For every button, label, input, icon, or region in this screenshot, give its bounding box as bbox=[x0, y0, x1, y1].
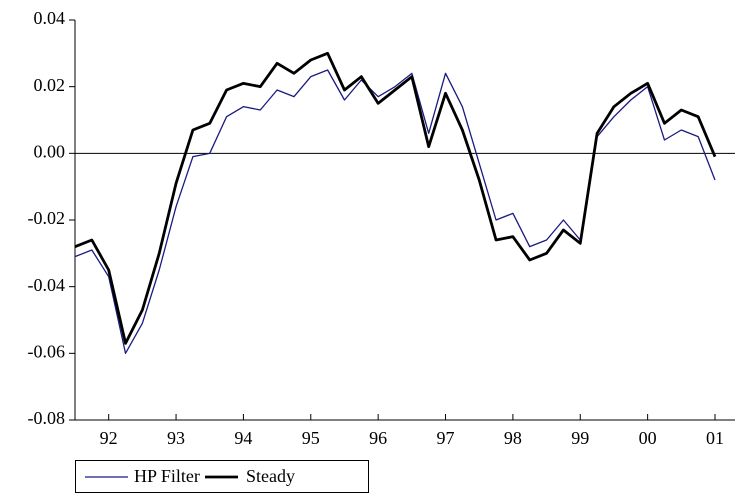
x-tick-label: 93 bbox=[167, 428, 185, 448]
y-tick-label: -0.04 bbox=[28, 275, 66, 295]
y-tick-label: -0.02 bbox=[28, 208, 66, 228]
x-tick-label: 01 bbox=[706, 428, 724, 448]
x-tick-label: 94 bbox=[234, 428, 252, 448]
legend-label: HP Filter bbox=[134, 466, 200, 486]
x-tick-label: 99 bbox=[571, 428, 589, 448]
y-tick-label: 0.04 bbox=[34, 8, 66, 28]
series-line bbox=[74, 51, 717, 345]
x-tick-label: 95 bbox=[302, 428, 320, 448]
y-tick-label: -0.08 bbox=[28, 408, 66, 428]
series-line bbox=[74, 69, 716, 354]
y-tick-label: 0.00 bbox=[34, 141, 66, 161]
x-tick-label: 97 bbox=[437, 428, 455, 448]
x-tick-label: 96 bbox=[369, 428, 387, 448]
legend-label: Steady bbox=[246, 466, 295, 486]
x-tick-label: 92 bbox=[100, 428, 118, 448]
y-tick-label: -0.06 bbox=[28, 341, 66, 361]
y-tick-label: 0.02 bbox=[34, 75, 66, 95]
legend: HP Filter Steady bbox=[75, 460, 369, 493]
x-tick-label: 98 bbox=[504, 428, 522, 448]
x-tick-label: 00 bbox=[639, 428, 657, 448]
